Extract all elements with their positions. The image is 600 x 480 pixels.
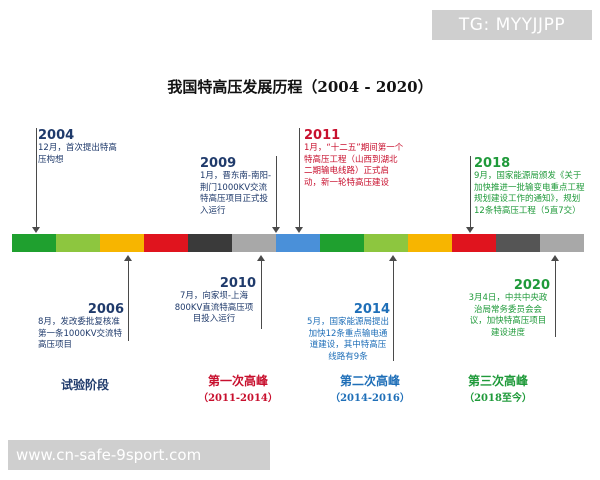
phase-first-peak-name: 第一次高峰 bbox=[207, 374, 268, 388]
event-2010: 2010 7月，向家坝-上海800KV直流特高压项目投入运行 bbox=[172, 276, 256, 326]
timeline-bar bbox=[12, 234, 584, 252]
event-2014-desc: 5月，国家能源局提出加快12条重点输电通道建设，其中特高压线路有9条 bbox=[307, 317, 389, 362]
event-2018-year: 2018 bbox=[474, 156, 511, 171]
event-2018-desc: 9月，国家能源局颁发《关于加快推进一批输变电重点工程规划建设工作的通知》，规划1… bbox=[474, 171, 585, 216]
event-2009-arrow bbox=[272, 227, 280, 233]
phase-trial: 试验阶段 bbox=[40, 376, 130, 393]
timeline-segment bbox=[100, 234, 144, 252]
phase-first-peak: 第一次高峰 （2011-2014） bbox=[188, 372, 288, 404]
phase-second-peak: 第二次高峰 （2014-2016） bbox=[320, 372, 420, 404]
timeline-segment bbox=[408, 234, 452, 252]
timeline-segment bbox=[452, 234, 496, 252]
phase-third-peak-name: 第三次高峰 bbox=[467, 374, 528, 388]
event-2004-desc: 12月，首次提出特高压构想 bbox=[38, 143, 117, 165]
event-2014-arrow bbox=[389, 255, 397, 261]
watermark-tag: TG: MYYJJPP bbox=[432, 10, 592, 40]
phase-trial-name: 试验阶段 bbox=[60, 378, 109, 392]
event-2004-arrow bbox=[32, 227, 40, 233]
event-2009-year: 2009 bbox=[200, 156, 237, 171]
event-2004-connector bbox=[36, 128, 37, 227]
event-2020: 2020 3月4日，中共中央政治局常务委员会会议，加快特高压项目建设进度 bbox=[466, 278, 550, 339]
phase-third-peak-period: （2018至今） bbox=[464, 393, 532, 404]
event-2006: 2006 8月，发改委批复核准第一条1000KV交流特高压项目 bbox=[38, 302, 124, 352]
timeline-segment bbox=[540, 234, 584, 252]
event-2006-arrow bbox=[124, 255, 132, 261]
event-2006-year: 2006 bbox=[87, 302, 124, 317]
event-2020-desc: 3月4日，中共中央政治局常务委员会会议，加快特高压项目建设进度 bbox=[468, 293, 548, 338]
timeline-segment bbox=[364, 234, 408, 252]
timeline-segment bbox=[496, 234, 540, 252]
event-2004-year: 2004 bbox=[38, 128, 75, 143]
event-2006-desc: 8月，发改委批复核准第一条1000KV交流特高压项目 bbox=[38, 317, 123, 350]
footer-url: www.cn-safe-9sport.com bbox=[8, 440, 270, 470]
event-2010-arrow bbox=[257, 255, 265, 261]
phase-third-peak: 第三次高峰 （2018至今） bbox=[448, 372, 548, 404]
event-2020-connector bbox=[555, 261, 556, 337]
phase-second-peak-name: 第二次高峰 bbox=[339, 374, 400, 388]
event-2014: 2014 5月，国家能源局提出加快12条重点输电通道建设，其中特高压线路有9条 bbox=[306, 302, 390, 363]
event-2010-desc: 7月，向家坝-上海800KV直流特高压项目投入运行 bbox=[174, 291, 254, 324]
timeline-segment bbox=[276, 234, 320, 252]
event-2011-desc: 1月，“十二五”期间第一个特高压工程（山西到湖北二期输电线路）正式启动，新一轮特… bbox=[304, 143, 404, 188]
event-2014-year: 2014 bbox=[353, 302, 390, 317]
event-2020-arrow bbox=[551, 255, 559, 261]
timeline-segment bbox=[56, 234, 100, 252]
event-2014-connector bbox=[393, 261, 394, 361]
phase-first-peak-period: （2011-2014） bbox=[198, 393, 278, 404]
timeline-segment bbox=[188, 234, 232, 252]
event-2011-year: 2011 bbox=[304, 128, 341, 143]
event-2004: 2004 12月，首次提出特高压构想 bbox=[38, 128, 118, 166]
event-2018-arrow bbox=[466, 227, 474, 233]
event-2009-connector bbox=[276, 156, 277, 227]
event-2011-arrow bbox=[295, 227, 303, 233]
event-2011-connector bbox=[299, 128, 300, 227]
timeline-segment bbox=[144, 234, 188, 252]
timeline-segment bbox=[320, 234, 364, 252]
event-2010-year: 2010 bbox=[219, 276, 256, 291]
timeline-segment bbox=[232, 234, 276, 252]
event-2020-year: 2020 bbox=[513, 278, 550, 293]
phase-second-peak-period: （2014-2016） bbox=[330, 393, 410, 404]
event-2018: 2018 9月，国家能源局颁发《关于加快推进一批输变电重点工程规划建设工作的通知… bbox=[474, 156, 586, 217]
event-2009: 2009 1月，晋东南-南阳-荆门1000KV交流特高压项目正式投入运行 bbox=[200, 156, 272, 217]
event-2006-connector bbox=[128, 261, 129, 341]
event-2018-connector bbox=[470, 156, 471, 227]
timeline-segment bbox=[12, 234, 56, 252]
event-2009-desc: 1月，晋东南-南阳-荆门1000KV交流特高压项目正式投入运行 bbox=[200, 171, 272, 216]
page-title: 我国特高压发展历程（2004 - 2020） bbox=[167, 78, 433, 96]
event-2010-connector bbox=[261, 261, 262, 329]
event-2011: 2011 1月，“十二五”期间第一个特高压工程（山西到湖北二期输电线路）正式启动… bbox=[304, 128, 404, 189]
